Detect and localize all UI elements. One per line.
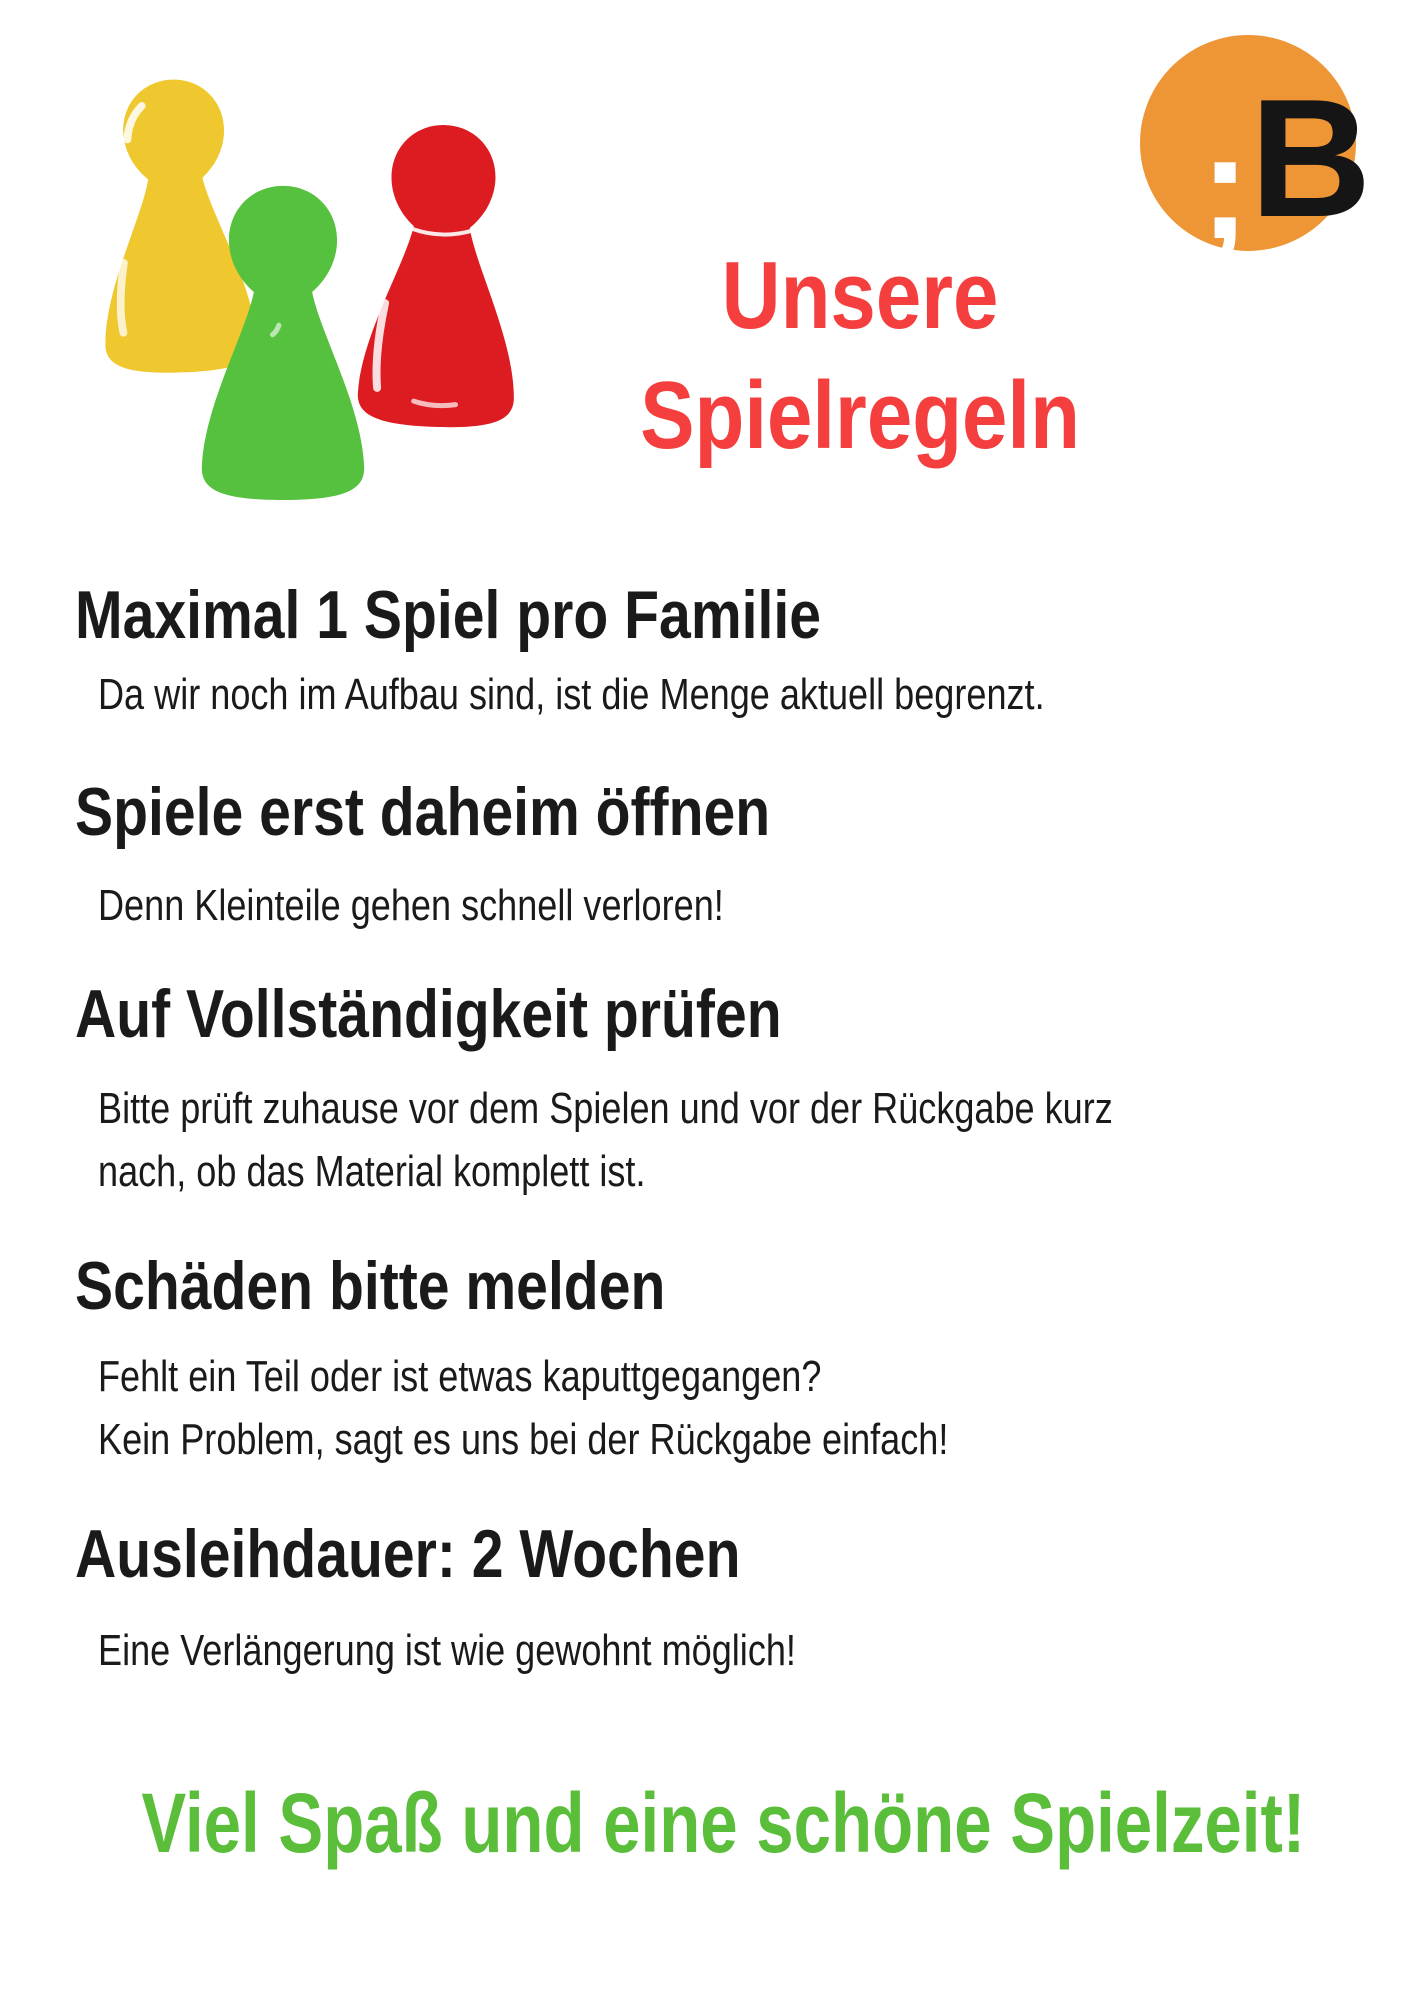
yellow-pawn-icon xyxy=(96,77,258,376)
page-title-line2: Spielregeln xyxy=(640,362,1080,470)
rule-section: Auf Vollständigkeit prüfen Bitte prüft z… xyxy=(75,980,1336,1203)
rule-heading: Ausleihdauer: 2 Wochen xyxy=(75,1516,741,1592)
game-pawns-illustration xyxy=(96,77,524,500)
page-title: Unsere Spielregeln xyxy=(563,236,1158,476)
rule-section: Spiele erst daheim öffnen Denn Kleinteil… xyxy=(75,778,903,937)
rule-heading: Maximal 1 Spiel pro Familie xyxy=(75,577,821,653)
rule-body: Eine Verlängerung ist wie gewohnt möglic… xyxy=(98,1626,796,1675)
rule-section: Schäden bitte melden Fehlt ein Teil oder… xyxy=(75,1252,1135,1471)
green-pawn-icon xyxy=(201,185,365,500)
rule-body: Bitte prüft zuhause vor dem Spielen und … xyxy=(98,1084,1113,1196)
rule-body: Fehlt ein Teil oder ist etwas kaputtgega… xyxy=(98,1352,949,1464)
logo-semicolon-icon: ; xyxy=(1200,102,1250,263)
rule-body: Da wir noch im Aufbau sind, ist die Meng… xyxy=(98,670,1045,719)
logo-circle xyxy=(1140,35,1356,251)
library-logo: ; B xyxy=(1140,35,1368,263)
rule-heading: Spiele erst daheim öffnen xyxy=(75,774,771,850)
red-pawn-icon xyxy=(356,122,524,430)
rule-section: Ausleihdauer: 2 Wochen Eine Verlängerung… xyxy=(75,1520,949,1682)
footer-message: Viel Spaß und eine schöne Spielzeit! xyxy=(141,1776,1306,1870)
rule-body: Denn Kleinteile gehen schnell verloren! xyxy=(98,881,724,930)
logo-letter: B xyxy=(1250,64,1368,252)
rule-section: Maximal 1 Spiel pro Familie Da wir noch … xyxy=(75,581,1252,726)
rule-heading: Schäden bitte melden xyxy=(75,1248,666,1324)
rule-heading: Auf Vollständigkeit prüfen xyxy=(75,976,782,1052)
page-title-line1: Unsere xyxy=(721,242,999,350)
